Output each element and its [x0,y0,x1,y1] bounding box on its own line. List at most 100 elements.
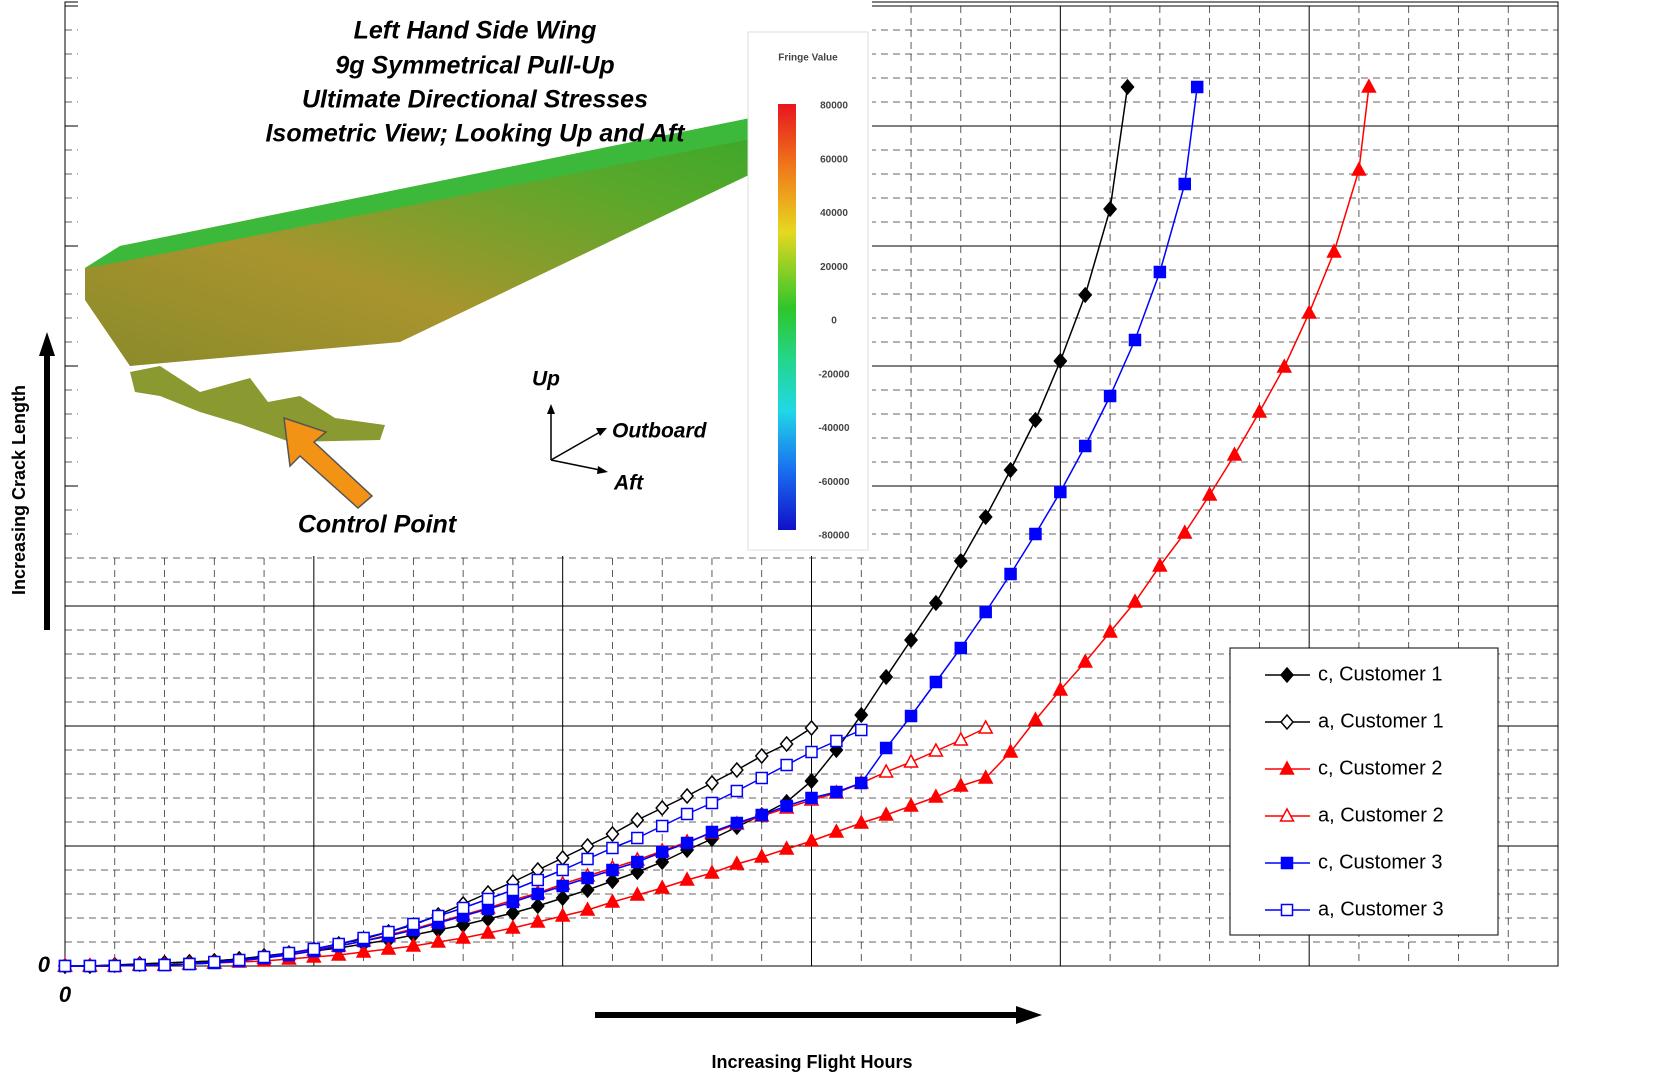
data-point [507,897,518,908]
data-point [607,865,618,876]
data-point [283,948,294,959]
legend-label: a, Customer 3 [1318,898,1444,920]
data-point [1005,463,1017,477]
data-point [731,786,742,797]
colorbar-title: Fringe Value [778,53,838,64]
x-axis-arrowhead [1016,1006,1042,1024]
data-point [955,554,967,568]
legend-label: c, Customer 3 [1318,851,1442,873]
data-point [657,847,668,858]
data-point [582,873,593,884]
data-point [383,927,394,938]
data-point [657,821,668,832]
data-point [1030,529,1041,540]
data-point [706,798,717,809]
data-point [532,889,543,900]
data-point [856,778,867,789]
callout-label: Control Point [298,511,458,539]
data-point [831,736,842,747]
data-point [408,919,419,930]
data-point [109,961,120,972]
data-point [731,818,742,829]
inset-title: 9g Symmetrical Pull-Up [335,52,614,80]
data-point [582,854,593,865]
data-point [681,789,693,803]
colorbar-tick-label: 0 [831,316,837,327]
data-point [831,787,842,798]
data-point [532,875,543,886]
data-point [606,827,618,841]
data-point [806,793,817,804]
data-point [134,960,145,971]
data-point [557,891,569,905]
data-point [905,633,917,647]
data-point [906,711,917,722]
legend-marker [1282,858,1293,869]
data-point [781,760,792,771]
legend-label: c, Customer 2 [1318,757,1442,779]
data-point [1192,82,1203,93]
legend: c, Customer 1 a, Customer 1 c, Customer 2 a… [1230,648,1498,935]
data-point [781,801,792,812]
data-point [1253,405,1266,417]
data-point [1328,245,1341,257]
data-point [806,747,817,758]
legend-label: c, Customer 1 [1318,663,1442,685]
data-point [507,885,518,896]
data-point [1079,288,1091,302]
data-point [954,733,967,745]
data-point [433,911,444,922]
data-point [60,961,71,972]
colorbar-tick-label: 60000 [820,154,848,165]
data-point [1104,202,1116,216]
data-point [1352,163,1365,175]
inset-image: Fringe Value Left Hand Side Wing 9g Symm… [78,0,872,556]
colorbar-tick-label: -80000 [818,531,850,542]
data-point [84,961,95,972]
colorbar-tick-label: 80000 [820,101,848,112]
y-axis-label: Increasing Crack Length [9,385,29,595]
legend-marker [1282,905,1293,916]
data-point [209,957,220,968]
data-point [1105,391,1116,402]
y-tick-label: 0 [38,952,51,977]
colorbar-tick-label: 20000 [820,262,848,273]
data-point [980,510,992,524]
data-point [308,944,319,955]
data-point [557,851,569,865]
data-point [458,903,469,914]
colorbar [778,104,796,530]
data-point [929,790,942,802]
data-point [930,596,942,610]
legend-box [1230,648,1498,935]
colorbar-tick-label: 40000 [820,208,848,219]
x-tick-label: 0 [59,982,72,1007]
data-point [1129,335,1140,346]
data-point [607,843,618,854]
data-point [582,883,594,897]
inset-title: Ultimate Directional Stresses [302,86,648,114]
data-point [234,955,245,966]
data-point [706,827,717,838]
colorbar-tick-label: -60000 [818,477,850,488]
data-point [1080,441,1091,452]
axis-up-label: Up [532,368,560,391]
data-point [1029,413,1041,427]
data-point [582,839,594,853]
data-point [905,755,918,767]
y-axis-arrowhead [39,332,55,356]
data-point [631,813,643,827]
data-point [656,801,668,815]
data-point [756,810,767,821]
data-point [557,881,568,892]
data-point [1005,569,1016,580]
data-point [880,670,892,684]
legend-label: a, Customer 1 [1318,710,1444,732]
inset-title: Isometric View; Looking Up and Aft [265,120,686,148]
data-point [731,763,743,777]
data-point [1122,80,1134,94]
data-point [1179,179,1190,190]
data-point [980,607,991,618]
data-point [881,743,892,754]
data-point [781,737,793,751]
